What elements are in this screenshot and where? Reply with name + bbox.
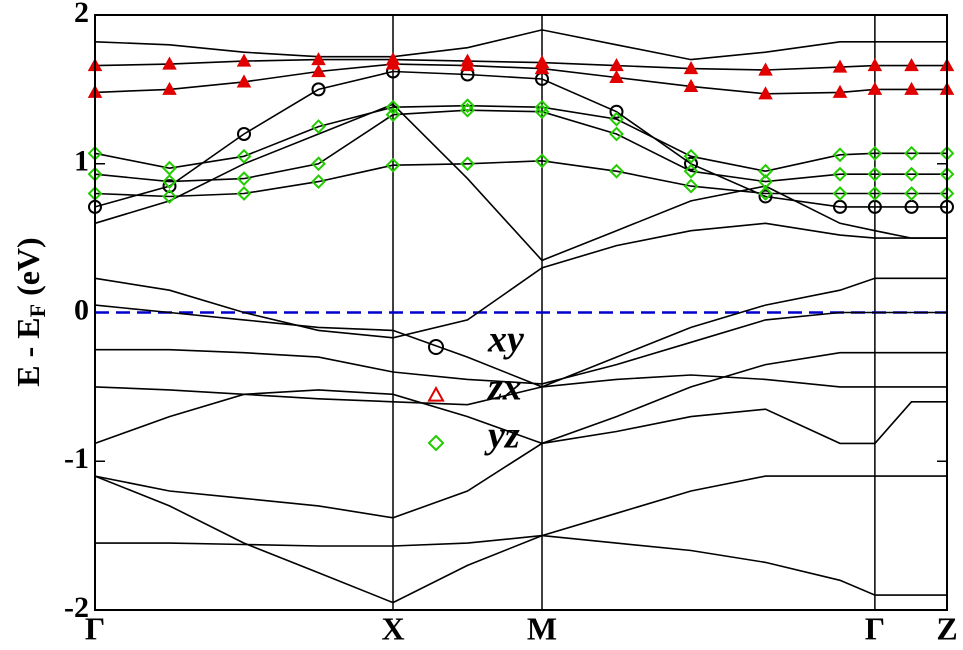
- marker-zx: [460, 58, 475, 72]
- marker-zx: [385, 56, 401, 70]
- band: [94, 103, 947, 262]
- legend-label: yz: [484, 415, 520, 457]
- marker-yz: [683, 163, 699, 179]
- legend-marker: [427, 434, 445, 452]
- band: [94, 109, 947, 183]
- x-tick-label: X: [381, 610, 404, 646]
- x-tick-label: Γ: [865, 610, 885, 646]
- marker-yz: [534, 99, 550, 115]
- marker-yz: [311, 156, 326, 172]
- marker-yz: [832, 166, 848, 182]
- marker-yz: [609, 163, 624, 179]
- marker-yz: [904, 166, 919, 182]
- marker-yz: [867, 166, 883, 182]
- marker-yz: [236, 148, 252, 164]
- y-label-tail: (eV): [10, 237, 46, 304]
- marker-zx: [236, 74, 252, 88]
- marker-xy: [162, 179, 177, 194]
- marker-yz: [904, 145, 919, 161]
- band: [94, 351, 947, 445]
- y-label-main: E - E: [10, 317, 46, 386]
- marker-yz: [460, 98, 475, 114]
- marker-yz: [832, 186, 848, 201]
- marker-xy: [758, 189, 773, 204]
- plot-frame: [94, 14, 948, 611]
- y-tick-label: 1: [74, 145, 89, 178]
- marker-yz: [236, 186, 252, 201]
- marker-zx: [867, 81, 883, 95]
- marker-zx: [609, 69, 624, 84]
- marker-zx: [162, 56, 177, 70]
- x-tick-label: Γ: [85, 610, 105, 646]
- band: [94, 70, 947, 208]
- marker-xy: [609, 104, 624, 119]
- y-tick-label: -1: [64, 442, 89, 475]
- marker-yz: [609, 111, 624, 127]
- marker-zx: [832, 59, 848, 73]
- marker-yz: [904, 186, 919, 201]
- marker-zx: [683, 78, 699, 92]
- marker-yz: [460, 102, 475, 118]
- marker-yz: [758, 186, 773, 201]
- marker-zx: [758, 86, 773, 100]
- y-tick-label: -2: [64, 591, 89, 624]
- marker-yz: [311, 119, 326, 134]
- marker-yz: [534, 104, 550, 120]
- legend-label: xy: [487, 319, 524, 361]
- marker-yz: [162, 189, 177, 204]
- band: [94, 222, 947, 339]
- y-tick-label: 0: [74, 293, 89, 326]
- band: [94, 475, 947, 604]
- marker-yz: [534, 153, 550, 169]
- marker-yz: [683, 178, 699, 194]
- marker-yz: [162, 174, 177, 190]
- marker-zx: [832, 84, 848, 98]
- marker-yz: [758, 163, 773, 179]
- marker-zx: [904, 81, 919, 95]
- y-label-sub: F: [25, 304, 50, 317]
- x-tick-label: Z: [936, 610, 957, 646]
- legend-marker: [428, 339, 444, 355]
- y-tick-label: 2: [74, 0, 89, 29]
- band: [94, 159, 947, 198]
- marker-yz: [867, 186, 883, 201]
- band: [94, 401, 947, 519]
- marker-xy: [311, 82, 326, 97]
- marker-zx: [867, 58, 883, 72]
- legend-label: zx: [486, 367, 522, 409]
- marker-yz: [385, 157, 401, 173]
- marker-zx: [534, 61, 550, 75]
- band: [94, 58, 947, 71]
- band: [95, 311, 947, 385]
- band: [94, 63, 947, 95]
- marker-yz: [609, 126, 624, 142]
- marker-yz: [236, 171, 252, 187]
- marker-zx: [236, 53, 252, 67]
- marker-zx: [758, 62, 773, 76]
- marker-yz: [385, 99, 401, 115]
- legend-marker: [427, 385, 445, 402]
- marker-zx: [904, 58, 919, 72]
- marker-yz: [683, 148, 699, 164]
- marker-yz: [867, 145, 883, 161]
- marker-yz: [311, 174, 326, 190]
- band: [95, 534, 947, 596]
- band: [94, 277, 947, 388]
- x-tick-label: M: [527, 610, 557, 646]
- marker-yz: [460, 156, 475, 172]
- marker-zx: [683, 61, 699, 75]
- band: [94, 29, 947, 61]
- marker-yz: [385, 107, 401, 123]
- y-axis-label: E - EF (eV): [10, 237, 50, 386]
- band: [94, 374, 947, 406]
- marker-zx: [162, 81, 177, 95]
- marker-xy: [237, 127, 252, 141]
- marker-xy: [684, 156, 699, 171]
- marker-yz: [832, 147, 848, 163]
- marker-zx: [311, 63, 326, 78]
